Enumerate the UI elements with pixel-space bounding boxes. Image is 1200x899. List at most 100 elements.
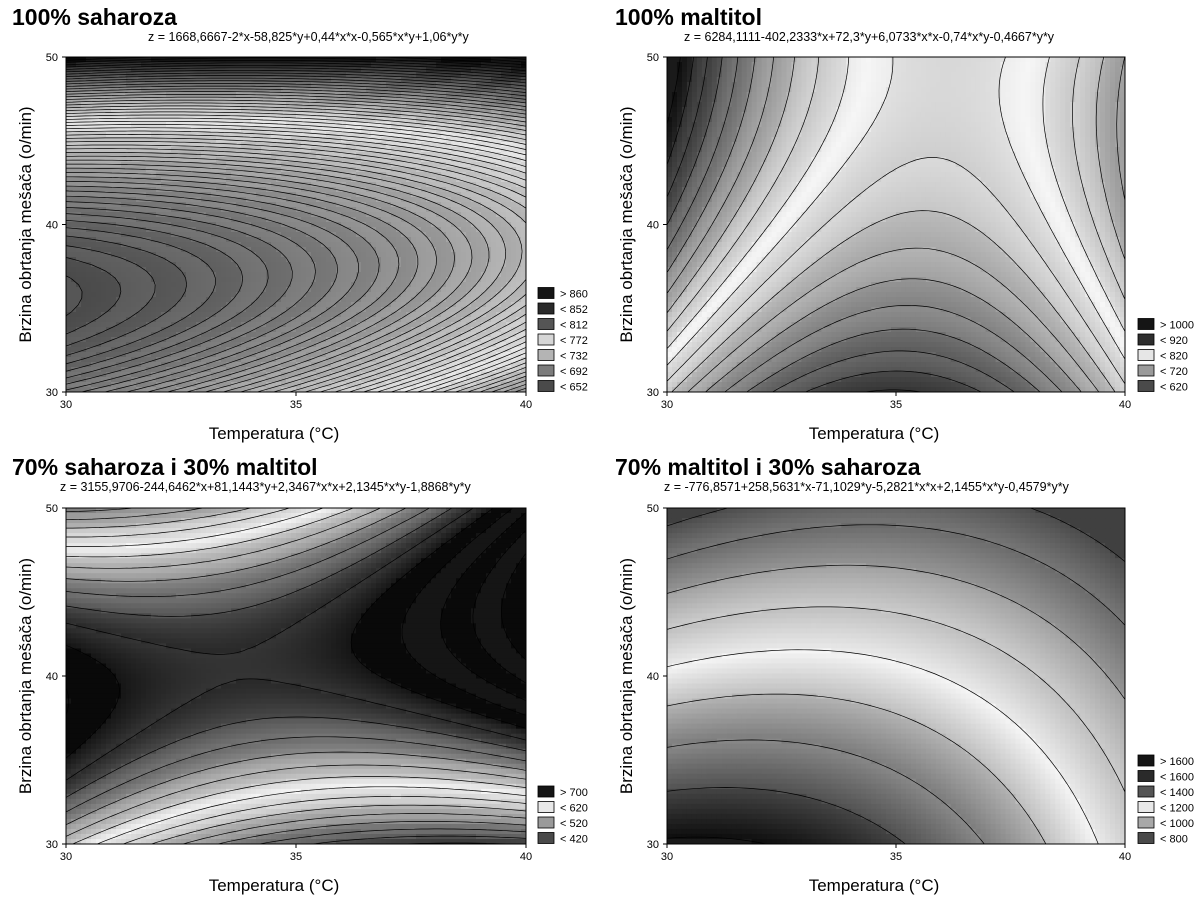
contour-cell	[76, 127, 82, 133]
contour-cell	[111, 347, 117, 353]
contour-cell	[236, 232, 242, 238]
contour-cell	[171, 202, 177, 208]
contour-cell	[76, 257, 82, 263]
contour-cell	[131, 117, 137, 123]
contour-cell	[191, 307, 197, 313]
contour-cell	[66, 277, 72, 283]
contour-cell	[356, 122, 362, 128]
contour-cell	[216, 147, 222, 153]
contour-cell	[251, 57, 257, 63]
contour-cell	[286, 387, 292, 392]
contour-cell	[251, 257, 257, 263]
contour-cell	[436, 92, 442, 98]
contour-cell	[316, 342, 322, 348]
contour-cell	[101, 357, 107, 363]
contour-cell	[256, 347, 262, 353]
contour-cell	[246, 67, 252, 73]
contour-cell	[141, 302, 147, 308]
contour-cell	[226, 267, 232, 273]
contour-cell	[111, 317, 117, 323]
contour-cell	[86, 252, 92, 258]
contour-cell	[226, 122, 232, 128]
contour-cell	[81, 97, 87, 103]
contour-cell	[186, 167, 192, 173]
contour-cell	[316, 372, 322, 378]
contour-cell	[366, 322, 372, 328]
contour-cell	[236, 387, 242, 392]
contour-cell	[421, 257, 427, 263]
contour-cell	[256, 217, 262, 223]
contour-cell	[351, 297, 357, 303]
contour-cell	[71, 167, 77, 173]
contour-cell	[246, 202, 252, 208]
contour-cell	[196, 337, 202, 343]
contour-cell	[176, 307, 182, 313]
contour-cell	[411, 92, 417, 98]
contour-cell	[296, 182, 302, 188]
contour-cell	[241, 367, 247, 373]
contour-cell	[181, 242, 187, 248]
contour-cell	[76, 337, 82, 343]
contour-cell	[201, 162, 207, 168]
contour-cell	[291, 72, 297, 78]
contour-cell	[146, 302, 152, 308]
contour-cell	[86, 187, 92, 193]
contour-cell	[106, 327, 112, 333]
contour-cell	[306, 272, 312, 278]
contour-cell	[251, 317, 257, 323]
contour-cell	[181, 262, 187, 268]
contour-cell	[71, 147, 77, 153]
contour-cell	[291, 287, 297, 293]
contour-cell	[226, 132, 232, 138]
contour-cell	[101, 327, 107, 333]
contour-cell	[391, 142, 397, 148]
contour-cell	[96, 182, 102, 188]
contour-cell	[201, 72, 207, 78]
contour-cell	[236, 302, 242, 308]
contour-cell	[146, 137, 152, 143]
contour-cell	[136, 67, 142, 73]
contour-cell	[181, 282, 187, 288]
contour-cell	[151, 387, 157, 392]
contour-cell	[121, 307, 127, 313]
contour-cell	[311, 232, 317, 238]
contour-cell	[161, 127, 167, 133]
contour-cell	[196, 127, 202, 133]
contour-cell	[221, 292, 227, 298]
contour-cell	[141, 217, 147, 223]
contour-cell	[326, 147, 332, 153]
contour-cell	[191, 262, 197, 268]
contour-cell	[231, 87, 237, 93]
contour-cell	[301, 242, 307, 248]
contour-cell	[261, 152, 267, 158]
contour-cell	[401, 272, 407, 278]
contour-cell	[101, 167, 107, 173]
regression-equation: z = 1668,6667-2*x-58,825*y+0,44*x*x-0,56…	[148, 30, 469, 44]
contour-cell	[351, 217, 357, 223]
contour-cell	[296, 247, 302, 253]
contour-cell	[311, 72, 317, 78]
contour-cell	[231, 212, 237, 218]
contour-cell	[411, 347, 417, 353]
contour-cell	[191, 362, 197, 368]
contour-cell	[166, 227, 172, 233]
contour-cell	[116, 207, 122, 213]
contour-cell	[321, 387, 327, 392]
contour-cell	[111, 247, 117, 253]
contour-cell	[281, 367, 287, 373]
contour-cell	[296, 127, 302, 133]
contour-cell	[246, 282, 252, 288]
contour-cell	[226, 242, 232, 248]
contour-cell	[116, 272, 122, 278]
contour-cell	[361, 187, 367, 193]
contour-cell	[391, 177, 397, 183]
contour-cell	[236, 362, 242, 368]
contour-cell	[301, 257, 307, 263]
contour-cell	[271, 112, 277, 118]
contour-cell	[321, 192, 327, 198]
contour-cell	[261, 167, 267, 173]
contour-cell	[211, 127, 217, 133]
contour-cell	[286, 257, 292, 263]
contour-cell	[291, 177, 297, 183]
contour-cell	[291, 82, 297, 88]
